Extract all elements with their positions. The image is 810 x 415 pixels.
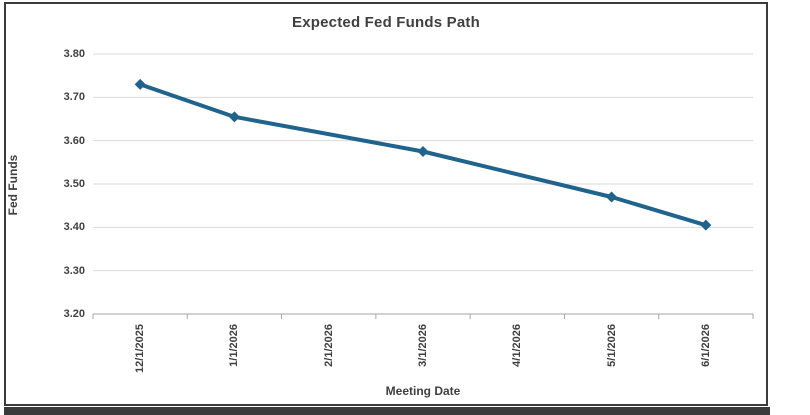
data-point-marker bbox=[606, 191, 618, 203]
y-tick-label: 3.40 bbox=[63, 221, 85, 234]
chart-title: Expected Fed Funds Path bbox=[292, 14, 480, 31]
x-tick-label: 2/1/2026 bbox=[322, 324, 335, 367]
data-point-marker bbox=[700, 219, 712, 231]
x-tick-label: 12/1/2025 bbox=[134, 324, 147, 373]
y-tick-label: 3.20 bbox=[63, 308, 85, 320]
chart-frame-bottom-edge bbox=[4, 407, 770, 415]
y-tick-label: 3.70 bbox=[63, 91, 85, 104]
y-tick-label: 3.30 bbox=[63, 264, 85, 277]
x-tick-label: 5/1/2026 bbox=[605, 324, 618, 367]
x-tick-label: 6/1/2026 bbox=[699, 324, 712, 367]
x-tick-label: 4/1/2026 bbox=[511, 324, 524, 367]
data-point-marker bbox=[134, 78, 146, 90]
y-tick-label: 3.80 bbox=[63, 48, 85, 60]
x-tick-label: 1/1/2026 bbox=[228, 324, 241, 367]
data-point-marker bbox=[417, 146, 429, 157]
y-tick-label: 3.50 bbox=[63, 178, 85, 190]
y-tick-label: 3.60 bbox=[63, 134, 85, 147]
x-tick-label: 3/1/2026 bbox=[417, 324, 429, 367]
data-point-marker bbox=[228, 111, 240, 123]
x-axis-title: Meeting Date bbox=[385, 384, 461, 398]
